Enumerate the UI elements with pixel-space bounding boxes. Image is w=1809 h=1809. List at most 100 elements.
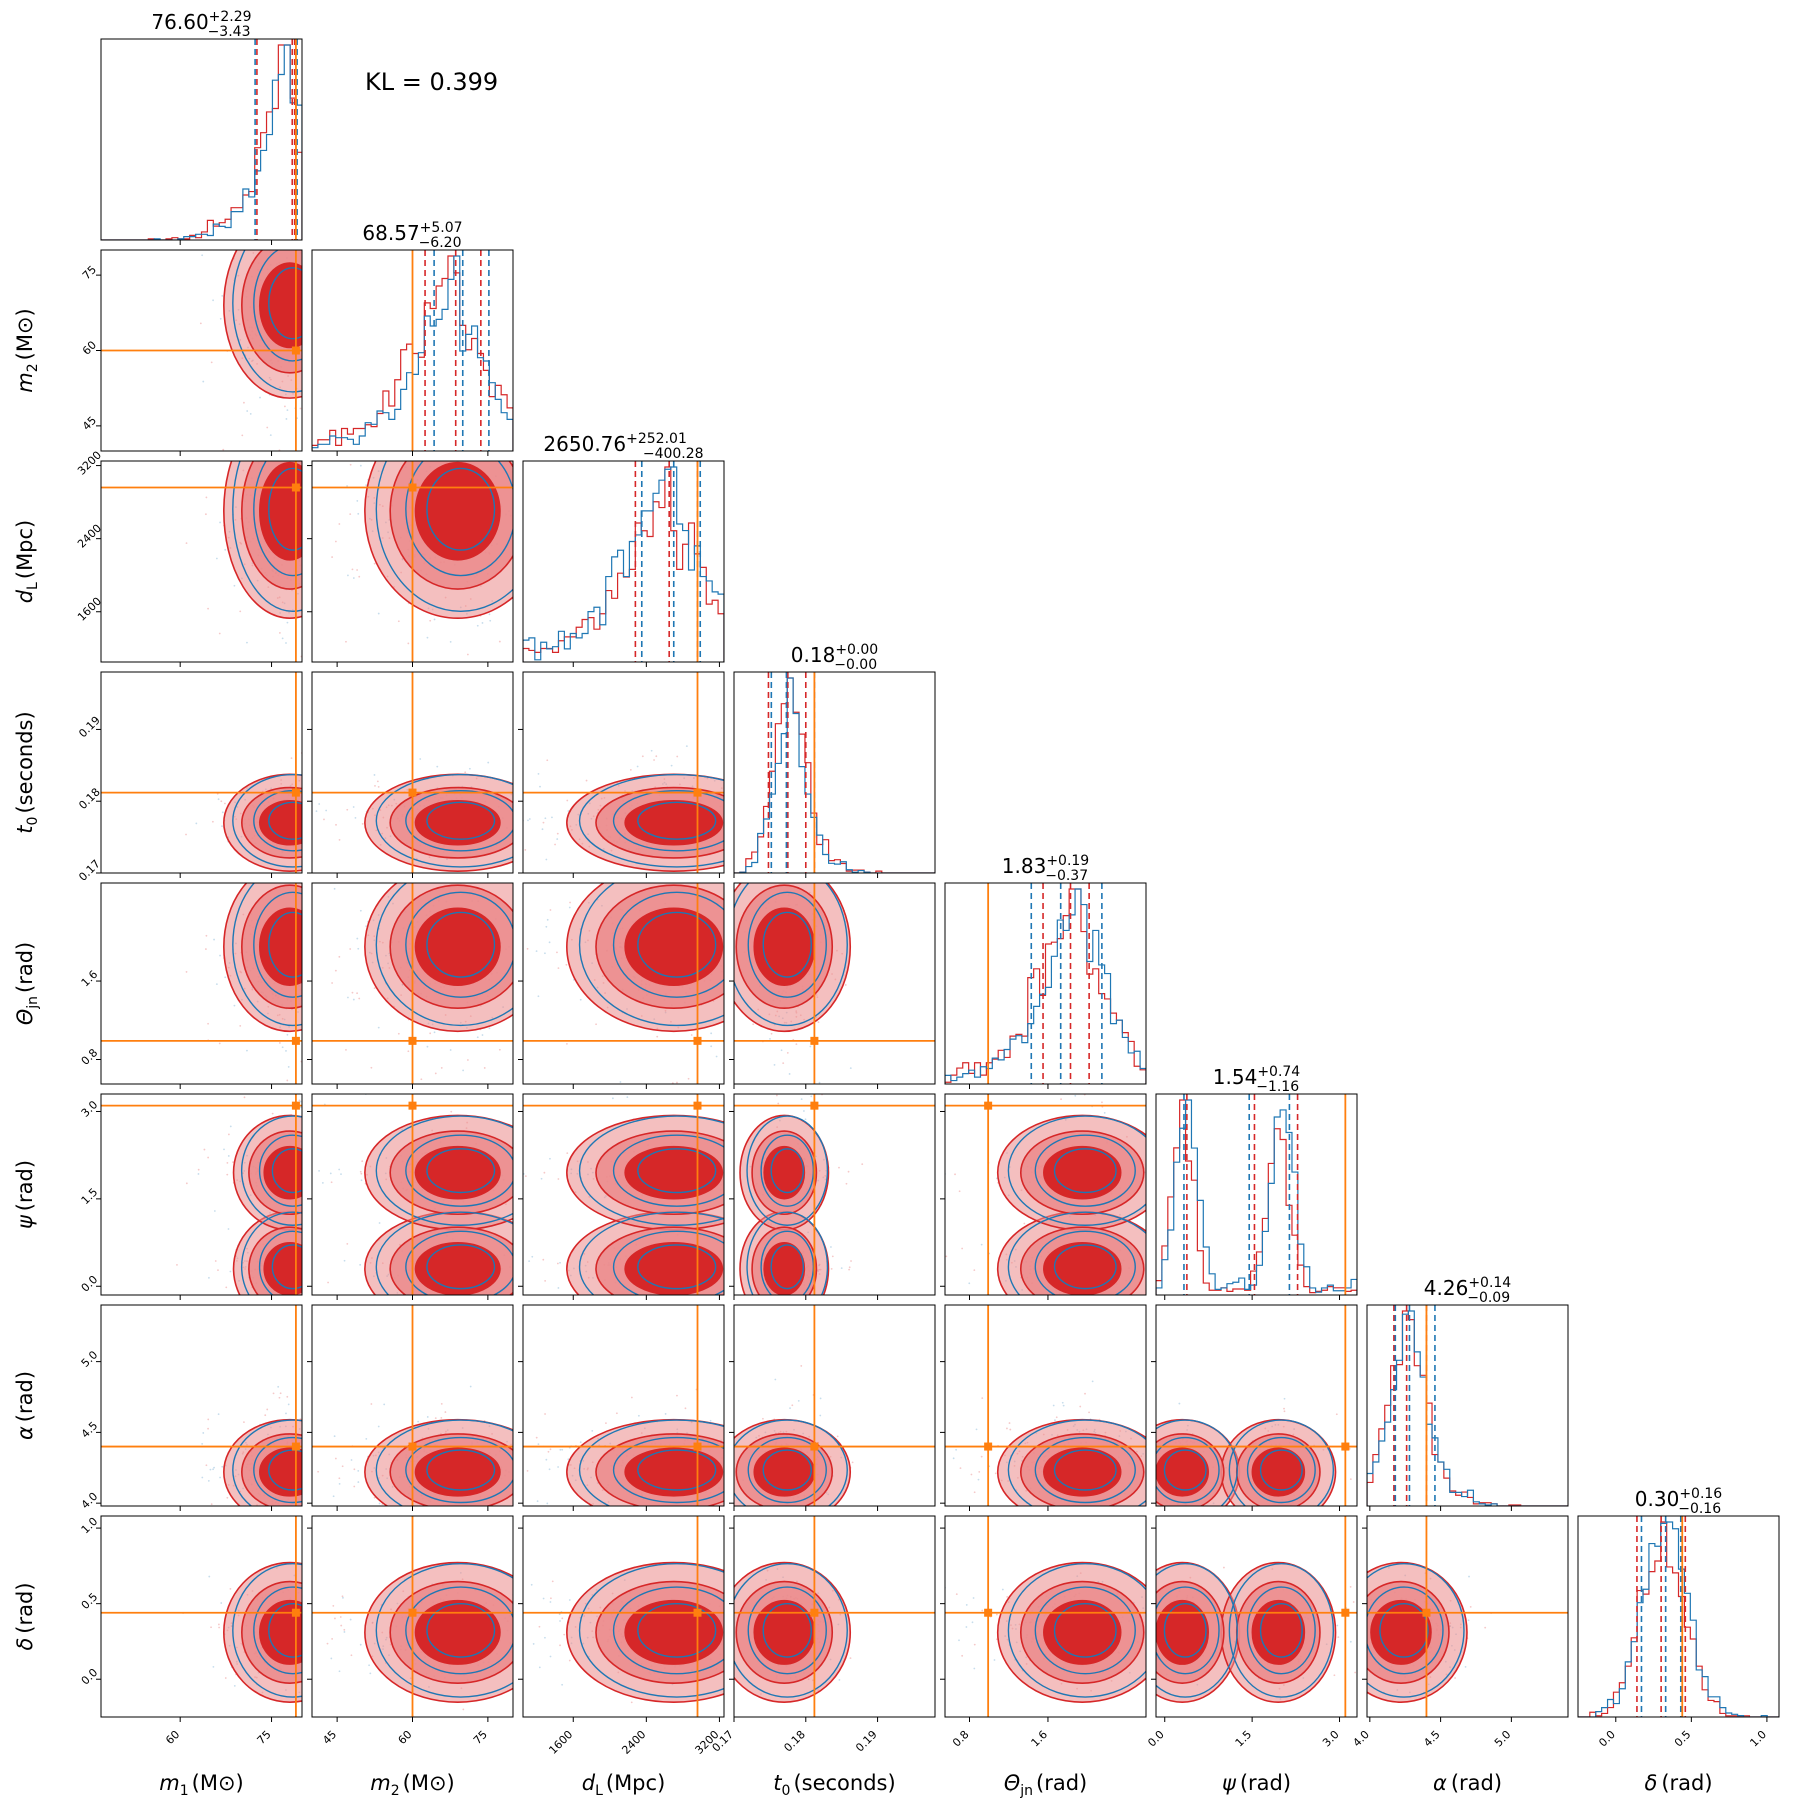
scatter-point [308, 1163, 310, 1165]
scatter-point [314, 1170, 316, 1172]
scatter-point [214, 1260, 217, 1262]
scatter-point [306, 1249, 308, 1251]
scatter-point [318, 934, 320, 936]
scatter-point [328, 1467, 330, 1469]
scatter-point [323, 818, 325, 821]
scatter-point [611, 1097, 614, 1100]
scatter-point [321, 820, 323, 822]
contour-level-a [1043, 1145, 1122, 1200]
scatter-point [338, 523, 341, 525]
scatter-point [477, 453, 479, 455]
scatter-point [215, 557, 218, 560]
scatter-point [440, 1417, 443, 1419]
scatter-point [556, 832, 559, 835]
scatter-point [307, 1250, 309, 1252]
histogram-series-b [945, 888, 1146, 1084]
scatter-point [556, 951, 558, 954]
scatter-point [357, 947, 360, 950]
scatter-point [595, 1023, 597, 1026]
contour-level-a [414, 1447, 501, 1497]
contour-level-b [1034, 1134, 1136, 1207]
scatter-point [322, 1250, 324, 1252]
scatter-point [605, 1422, 607, 1424]
scatter-point [317, 981, 319, 983]
scatter-point [559, 1261, 561, 1264]
scatter-point [528, 818, 531, 820]
scatter-point [449, 1049, 452, 1051]
contour-level-b [268, 911, 302, 978]
scatter-point [353, 1485, 356, 1488]
scatter-point [286, 230, 288, 232]
truth-marker [291, 1101, 300, 1110]
scatter-point [217, 1269, 219, 1272]
scatter-point [308, 804, 310, 806]
scatter-point [727, 974, 729, 976]
scatter-point [444, 1411, 447, 1413]
scatter-point [1074, 1094, 1077, 1097]
scatter-point [850, 1260, 852, 1262]
panel-frame [100, 882, 303, 1085]
histogram-series-b [523, 466, 724, 662]
contour-level-b [253, 461, 302, 577]
scatter-point [471, 453, 473, 455]
contour-level-b [405, 790, 513, 852]
scatter-point [541, 828, 544, 831]
scatter-point [221, 294, 224, 297]
scatter-point [320, 289, 322, 291]
scatter-point [306, 370, 308, 372]
contour-panel-psi-vs-dL [522, 1093, 725, 1296]
scatter-point [185, 971, 188, 973]
scatter-point [352, 998, 355, 1001]
contour-panel-theta-vs-dL [515, 882, 729, 1085]
contour-level-b [1007, 1115, 1146, 1226]
title-minus: −0.37 [1045, 868, 1088, 884]
scatter-point [219, 521, 221, 524]
scatter-point [310, 294, 312, 296]
scatter-point [319, 810, 321, 812]
scatter-point [481, 622, 484, 624]
scatter-point [314, 1269, 316, 1271]
histogram-panel-dL [522, 460, 725, 663]
scatter-point [847, 1170, 850, 1173]
contour-level-b [253, 891, 302, 998]
contour-level-b [375, 1419, 513, 1506]
scatter-point [542, 1258, 545, 1261]
scatter-point [321, 572, 323, 574]
scatter-point [306, 819, 308, 821]
scatter-point [297, 1098, 299, 1100]
scatter-point [515, 965, 517, 967]
scatter-point [317, 343, 319, 345]
scatter-point [565, 963, 568, 966]
panel-frame [733, 1093, 936, 1296]
scatter-point [556, 838, 559, 840]
scatter-point [306, 278, 308, 280]
scatter-point [727, 816, 729, 818]
scatter-point [557, 1466, 559, 1468]
contour-level-b [612, 790, 724, 852]
scatter-point [197, 1168, 200, 1171]
contour-level-a [414, 461, 501, 561]
scatter-point [302, 311, 304, 313]
contour-level-a [259, 1447, 302, 1497]
scatter-point [472, 439, 474, 441]
scatter-point [848, 1266, 851, 1269]
scatter-point [259, 396, 261, 399]
scatter-point [316, 554, 318, 556]
scatter-point [303, 303, 305, 305]
scatter-point [204, 948, 207, 950]
scatter-point [317, 1285, 319, 1287]
scatter-point [207, 1022, 209, 1025]
scatter-point [848, 1268, 851, 1271]
scatter-point [305, 1487, 307, 1489]
contour-level-b [253, 1436, 302, 1504]
scatter-point [315, 291, 317, 293]
scatter-point [917, 1283, 919, 1285]
scatter-point [314, 584, 316, 586]
scatter-point [725, 949, 727, 951]
contour-level-b [426, 1244, 496, 1290]
scatter-point [243, 1421, 245, 1424]
scatter-point [357, 1469, 360, 1472]
title-minus: −0.00 [834, 657, 877, 673]
scatter-point [306, 831, 308, 833]
scatter-point [567, 810, 570, 812]
